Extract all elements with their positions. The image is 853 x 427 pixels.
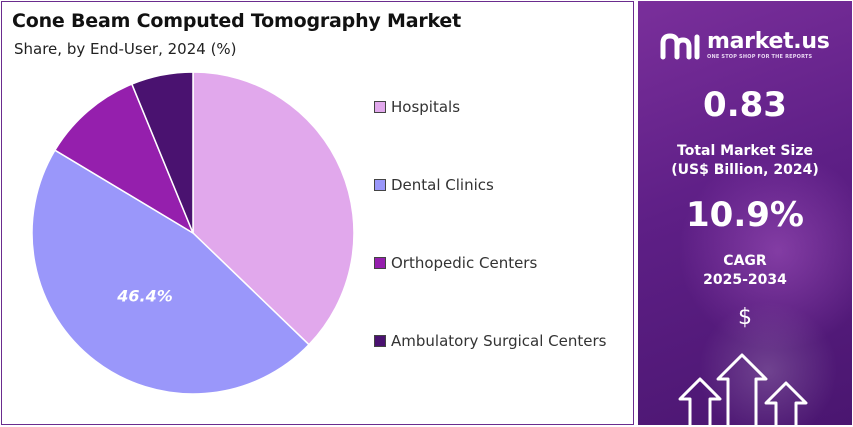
pie-slice-ambulatory-surgical-centers (130, 71, 194, 234)
chart-subtitle: Share, by End-User, 2024 (%) (14, 40, 237, 58)
market-size-value: 0.83 (703, 85, 787, 125)
dollar-icon: $ (738, 305, 752, 330)
legend-item-dental-clinics: Dental Clinics (374, 176, 494, 194)
legend-item-hospitals: Hospitals (374, 98, 460, 116)
legend-swatch (374, 179, 386, 191)
chart-panel: Cone Beam Computed Tomography Market Sha… (1, 1, 634, 425)
summary-panel: market.us ONE STOP SHOP FOR THE REPORTS … (638, 1, 852, 425)
brand-tagline: ONE STOP SHOP FOR THE REPORTS (707, 54, 813, 60)
market-size-label: Total Market Size (677, 143, 813, 159)
cagr-label: CAGR (723, 253, 767, 269)
cagr-value: 10.9% (686, 195, 804, 235)
legend-swatch (374, 101, 386, 113)
pie-data-label: 46.4% (116, 287, 173, 306)
legend-item-ambulatory-surgical-centers: Ambulatory Surgical Centers (374, 332, 606, 350)
legend-swatch (374, 257, 386, 269)
market-us-logo-icon (660, 33, 700, 60)
brand-name: market.us (707, 29, 830, 54)
legend-label: Ambulatory Surgical Centers (391, 332, 607, 350)
brand-logo: market.us ONE STOP SHOP FOR THE REPORTS (660, 31, 830, 61)
growth-arrows-icon (678, 353, 808, 425)
pie-slice-dental-clinics (31, 149, 311, 395)
pie-slice-hospitals (192, 71, 355, 346)
legend-label: Dental Clinics (391, 176, 494, 194)
cagr-period: 2025-2034 (703, 272, 787, 288)
market-size-unit: (US$ Billion, 2024) (671, 162, 819, 178)
legend-label: Orthopedic Centers (391, 254, 538, 272)
pie-slice-orthopedic-centers (53, 83, 195, 235)
decorative-glow (678, 151, 852, 351)
legend-swatch (374, 335, 386, 347)
pie-chart: 46.4% (31, 71, 355, 395)
chart-title: Cone Beam Computed Tomography Market (12, 10, 461, 32)
legend-label: Hospitals (391, 98, 461, 116)
legend-item-orthopedic-centers: Orthopedic Centers (374, 254, 537, 272)
